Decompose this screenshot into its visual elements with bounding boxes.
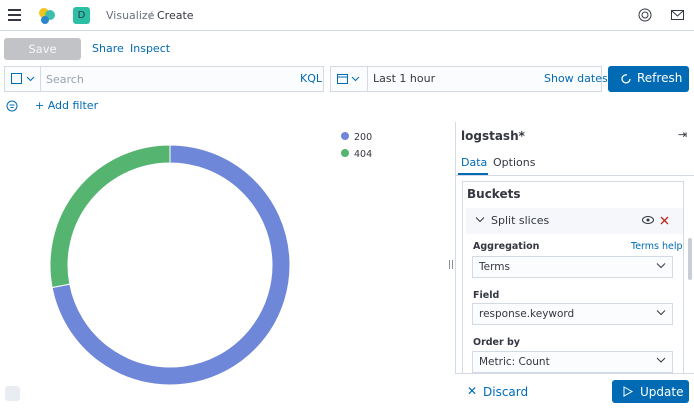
divider [367, 66, 368, 92]
select[interactable]: Metric: Count [472, 351, 673, 373]
legend-swatch [341, 132, 349, 140]
select[interactable]: Terms [472, 256, 673, 278]
legend-label: 200 [354, 132, 372, 143]
tab[interactable]: Data [461, 156, 488, 169]
slice [51, 144, 291, 386]
filter-icon[interactable] [6, 100, 18, 112]
separator: / [149, 9, 153, 22]
legend-label: 404 [354, 149, 372, 160]
index-pattern: logstash* [461, 129, 525, 143]
refresh-icon [621, 74, 631, 84]
help-icon[interactable] [638, 8, 652, 22]
legend-toggle[interactable] [5, 386, 20, 401]
legend-swatch [341, 149, 349, 157]
kql-toggle[interactable]: KQL [300, 72, 322, 85]
eye-icon[interactable] [642, 215, 654, 225]
collapse-icon[interactable]: ⇥ [678, 128, 688, 141]
bucket-title: Split slices [491, 214, 550, 227]
header [0, 0, 694, 31]
bucket-header[interactable] [466, 208, 683, 234]
select[interactable]: response.keyword [472, 303, 673, 325]
saved-query-icon[interactable] [11, 73, 37, 85]
field-label: Order by [473, 337, 520, 348]
resize-handle[interactable]: || [448, 260, 455, 270]
remove-icon[interactable] [660, 216, 669, 225]
refresh-label: Refresh [637, 71, 683, 85]
tab[interactable]: Options [493, 156, 536, 169]
pie-chart: 200 404 [49, 132, 372, 386]
menu-icon[interactable] [8, 9, 22, 21]
discard-button[interactable]: Discard [483, 385, 529, 399]
query-bar[interactable] [4, 66, 324, 92]
inspect-link[interactable]: Inspect [130, 42, 171, 55]
select-arrows [656, 263, 666, 363]
time-range[interactable]: Last 1 hour [373, 72, 436, 85]
section-title: Buckets [467, 187, 521, 201]
chevron[interactable] [475, 216, 485, 224]
share-link[interactable]: Share [92, 42, 124, 55]
field-label: Aggregation [473, 241, 540, 252]
update-button[interactable] [612, 380, 689, 403]
update-label: Update [640, 385, 684, 399]
kibana-logo[interactable] [38, 7, 56, 25]
divider [455, 175, 694, 176]
discard-icon[interactable]: ✕ [467, 384, 478, 398]
play-icon [623, 386, 633, 397]
save-button[interactable]: Save [4, 38, 81, 60]
calendar-icon[interactable] [337, 73, 363, 85]
search-placeholder[interactable]: Search [46, 73, 84, 86]
breadcrumb[interactable]: Visualize [106, 9, 155, 22]
tab-underline [458, 173, 488, 175]
time-picker[interactable] [330, 66, 602, 92]
slice [49, 144, 171, 289]
mail-icon[interactable] [671, 10, 684, 20]
show-dates[interactable]: Show dates [544, 72, 608, 85]
field-label: Field [473, 290, 500, 301]
divider [40, 66, 41, 92]
breadcrumb: Create [157, 9, 194, 22]
help-link[interactable]: Terms help [631, 241, 683, 252]
space-avatar[interactable]: D [73, 7, 90, 24]
add-filter[interactable]: + Add filter [35, 99, 99, 112]
scrollbar[interactable] [688, 238, 692, 280]
